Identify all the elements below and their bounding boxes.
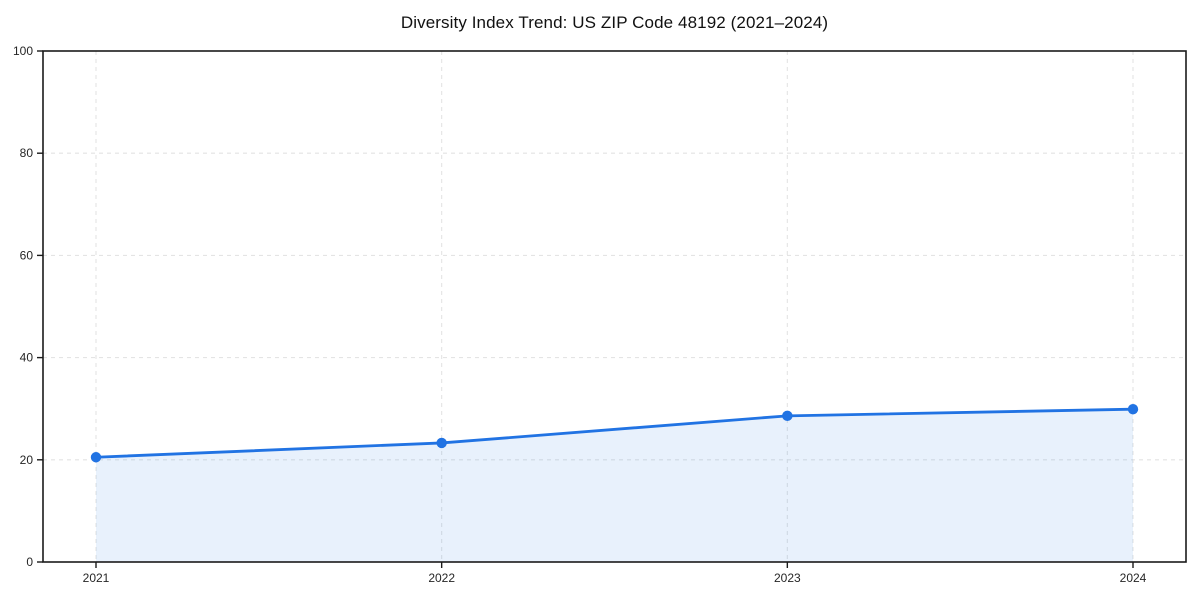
- x-tick-label: 2021: [83, 571, 110, 585]
- x-tick-label: 2023: [774, 571, 801, 585]
- x-tick-label: 2024: [1120, 571, 1147, 585]
- area-fill: [96, 409, 1133, 562]
- y-tick-label: 0: [26, 555, 33, 569]
- plot-border: [42, 50, 1187, 563]
- trend-line: [94, 407, 1135, 459]
- y-tick-label: 60: [20, 248, 34, 262]
- y-tick-label: 40: [20, 351, 34, 365]
- data-point-2024: [1127, 404, 1139, 415]
- data-point-2022: [436, 437, 447, 449]
- y-tick-label: 80: [20, 146, 34, 160]
- y-tick-label: 100: [13, 44, 33, 58]
- x-tick-label: 2022: [428, 571, 455, 585]
- chart-title: Diversity Index Trend: US ZIP Code 48192…: [400, 13, 829, 32]
- data-point-2021: [90, 452, 102, 463]
- data-point-2023: [782, 410, 793, 422]
- y-tick-label: 20: [20, 453, 34, 467]
